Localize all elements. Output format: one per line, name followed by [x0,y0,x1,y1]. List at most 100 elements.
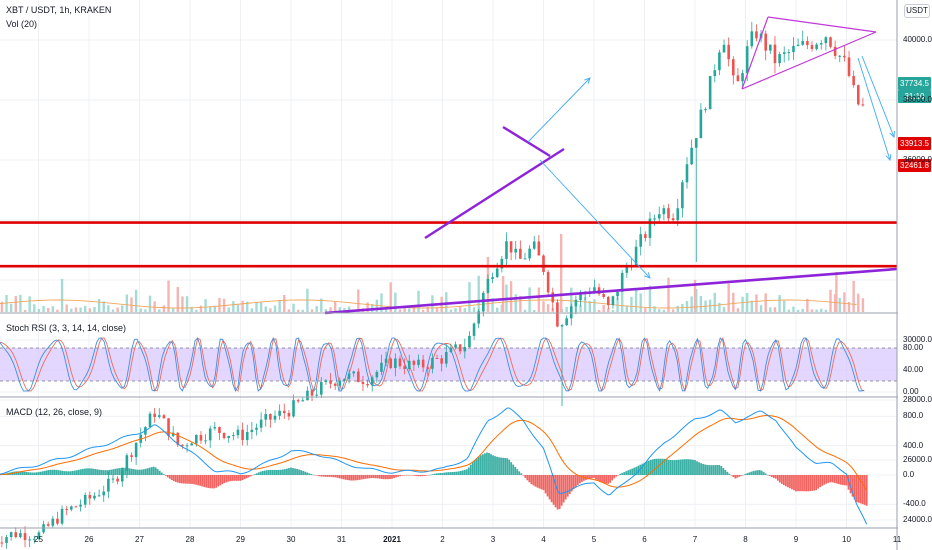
volume-bar [500,304,504,312]
macd-histogram-bar [189,475,191,484]
candle-body [806,41,809,46]
candle-body [333,383,337,386]
macd-histogram-bar [193,475,195,485]
macd-histogram-bar [479,455,482,475]
macd-histogram-bar [213,475,216,489]
volume-bar [398,309,402,312]
volume-bar [634,288,638,312]
candle-body [394,358,397,369]
macd-histogram-bar [86,468,88,475]
volume-bar [60,278,64,312]
macd-histogram-bar [635,466,638,475]
x-tick-label: 2 [440,535,445,544]
currency-button[interactable]: USDT [904,4,930,18]
macd-histogram-bar [631,468,634,475]
macd-histogram-bar [778,475,781,483]
macd-histogram-bar [65,471,68,475]
macd-histogram-bar [132,469,135,475]
macd-histogram-bar [770,475,773,478]
macd-histogram-bar [431,474,434,475]
stoch-rsi-legend[interactable]: Stoch RSI (3, 3, 14, 14, close) [6,323,127,333]
volume-bar [852,280,855,312]
macd-histogram-bar [221,475,224,485]
volume-bar [824,309,828,312]
price-tag: 37734.5 [898,77,931,90]
candle-body [532,241,536,249]
macd-histogram-bar [447,472,450,475]
macd-histogram-bar [73,470,76,475]
macd-histogram-bar [360,475,363,480]
macd-histogram-bar [722,467,725,475]
macd-histogram-bar [526,475,529,481]
macd-histogram-bar [504,458,507,475]
macd-histogram-bar [619,473,622,475]
candle-body [440,358,443,364]
macd-histogram-bar [366,475,369,479]
macd-histogram-bar [312,474,315,476]
macd-histogram-bar [176,475,179,483]
candle-body [282,410,286,414]
y-tick-label: 40.00 [903,365,924,374]
volume-bar [403,305,406,312]
candle-body [593,287,596,293]
macd-histogram-bar [92,468,94,475]
candle-body [713,70,717,77]
macd-histogram-bar [61,470,64,475]
macd-histogram-bar [237,475,240,481]
y-tick-label: 0.00 [903,387,919,396]
macd-histogram-bar [120,467,123,475]
volume-bar [829,289,832,312]
drawings[interactable] [0,16,898,315]
candle-body [824,37,828,44]
volume-legend[interactable]: Vol (20) [6,19,38,29]
macd-histogram-bar [415,475,418,477]
macd-histogram-bar [738,475,741,477]
candle-body [148,413,152,428]
macd-histogram-bar [829,475,832,483]
macd-histogram-bar [605,475,608,484]
macd-histogram-bar [350,475,353,481]
volume-bar [250,308,254,312]
price-candles [0,21,865,549]
macd-histogram-bar [233,475,236,481]
macd-histogram-bar [259,471,262,475]
volume-bar [190,306,193,312]
macd-histogram-bar [494,456,496,475]
volume-bar [278,300,281,312]
volume-bar [630,296,633,312]
candle-body [227,435,231,438]
macd-histogram-bar [154,467,157,475]
volume-bar [861,298,865,312]
macd-histogram-bar [47,470,50,475]
candle-body [375,371,379,378]
y-tick-label: 30000.0 [903,335,932,344]
candle-body [176,432,180,445]
macd-histogram-bar [518,471,521,475]
arrow-head [644,272,651,279]
volume-bar [533,309,536,312]
macd-histogram-bar [378,475,381,479]
macd-histogram-bar [164,475,167,476]
candle-body [833,46,837,56]
macd-histogram-bar [334,475,337,478]
macd-histogram-bar [399,475,401,477]
macd-histogram-bar [243,475,246,480]
candle-body [120,470,124,482]
macd-histogram-bar [740,475,743,476]
macd-histogram-bar [251,475,254,476]
macd-histogram-bar [744,473,747,475]
candle-body [320,382,323,395]
arrow-head [885,153,892,161]
x-tick-label: 31 [337,535,346,544]
candle-body [190,443,193,446]
macd-histogram-bar [576,475,579,485]
candle-body [301,400,305,402]
macd-histogram-bar [708,465,711,475]
macd-legend[interactable]: MACD (12, 26, close, 9) [6,407,103,417]
candle-body [718,52,721,71]
volume-bar [625,305,629,312]
volume-bar [648,285,652,312]
macd-histogram-bar [397,475,399,477]
macd-histogram-bar [269,469,272,475]
